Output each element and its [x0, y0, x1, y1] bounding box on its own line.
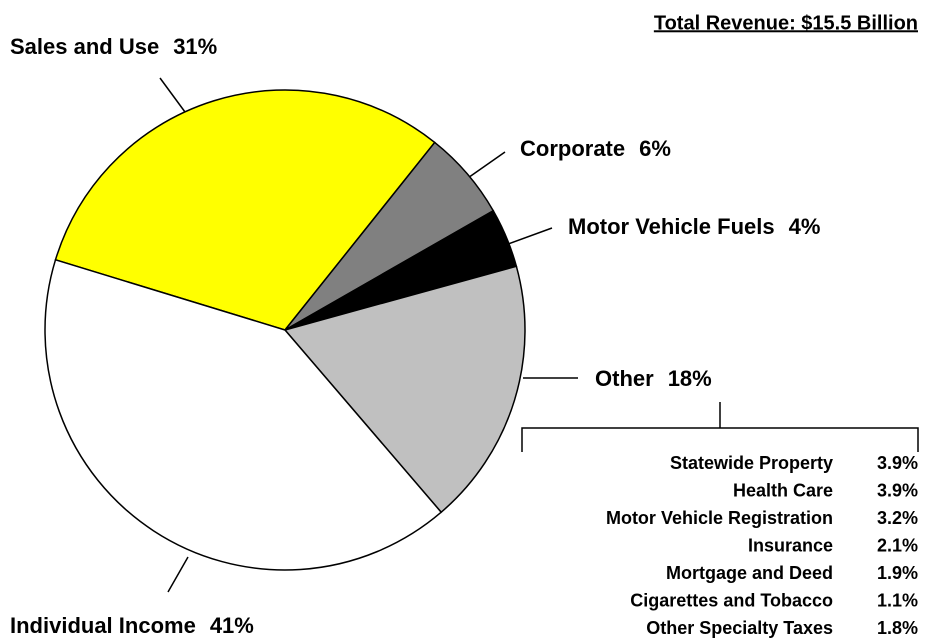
- breakdown-value: 1.1%: [877, 590, 918, 610]
- breakdown-value: 3.9%: [877, 480, 918, 500]
- breakdown-value: 3.2%: [877, 508, 918, 528]
- breakdown-value: 1.9%: [877, 563, 918, 583]
- bracket: [521, 427, 919, 452]
- breakdown-label: Mortgage and Deed: [666, 563, 833, 583]
- value-label: 41%: [210, 613, 254, 638]
- leader-lines: [159, 77, 919, 593]
- leader-line: [167, 556, 189, 593]
- leader-line: [464, 151, 506, 181]
- breakdown-label: Other Specialty Taxes: [646, 618, 833, 638]
- category-label: Sales and Use: [10, 34, 159, 59]
- slice: [44, 258, 443, 571]
- slice: [54, 89, 436, 331]
- category-label: Motor Vehicle Fuels: [568, 214, 775, 239]
- value-label: 6%: [639, 136, 671, 161]
- slice-label: Corporate 6%: [520, 136, 671, 161]
- breakdown-label: Insurance: [748, 535, 833, 555]
- value-label: 4%: [789, 214, 821, 239]
- value-label: 31%: [173, 34, 217, 59]
- leader-line: [507, 227, 553, 245]
- slice-label: Sales and Use 31%: [10, 34, 217, 59]
- slice-label: Individual Income 41%: [10, 613, 254, 638]
- value-label: 18%: [668, 366, 712, 391]
- slice-label: Other 18%: [595, 366, 712, 391]
- slice-label: Motor Vehicle Fuels 4%: [568, 214, 820, 239]
- breakdown-label: Statewide Property: [670, 453, 833, 473]
- breakdown-label: Motor Vehicle Registration: [606, 508, 833, 528]
- breakdown-value: 3.9%: [877, 453, 918, 473]
- leader-line: [159, 77, 186, 113]
- category-label: Other: [595, 366, 654, 391]
- slice: [283, 265, 526, 514]
- chart-title: Total Revenue: $15.5 Billion: [654, 12, 918, 34]
- breakdown-value: 1.8%: [877, 618, 918, 638]
- breakdown-label: Cigarettes and Tobacco: [630, 590, 833, 610]
- slices: [44, 89, 526, 571]
- category-label: Individual Income: [10, 613, 196, 638]
- category-label: Corporate: [520, 136, 625, 161]
- breakdown-label: Health Care: [733, 480, 833, 500]
- breakdown-value: 2.1%: [877, 535, 918, 555]
